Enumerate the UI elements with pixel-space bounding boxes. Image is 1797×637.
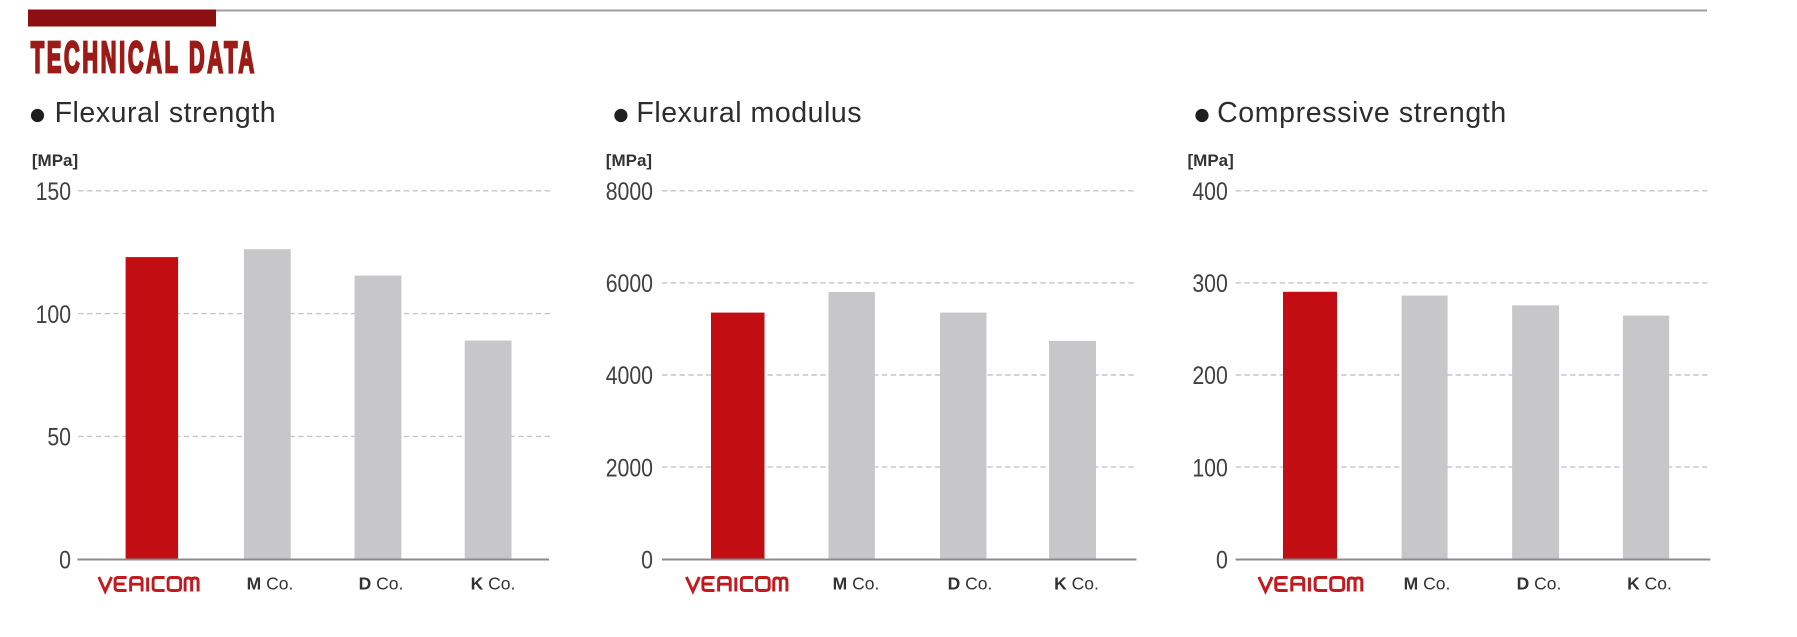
svg-text:D Co.: D Co.: [359, 574, 404, 594]
svg-text:[MPa]: [MPa]: [1188, 151, 1234, 170]
svg-text:D Co.: D Co.: [1517, 574, 1562, 594]
svg-text:D Co.: D Co.: [948, 574, 993, 594]
svg-text:M Co.: M Co.: [833, 574, 880, 594]
svg-text:TECHNICAL DATA: TECHNICAL DATA: [31, 34, 257, 82]
svg-text:M Co.: M Co.: [1404, 574, 1451, 594]
svg-text:0: 0: [59, 546, 71, 574]
svg-text:6000: 6000: [606, 269, 653, 297]
svg-text:150: 150: [36, 177, 71, 205]
svg-text:200: 200: [1192, 362, 1227, 390]
svg-text:Compressive strength: Compressive strength: [1217, 97, 1507, 129]
svg-text:2000: 2000: [606, 454, 653, 482]
svg-text:8000: 8000: [606, 177, 653, 205]
svg-text:K Co.: K Co.: [471, 574, 516, 594]
svg-text:4000: 4000: [606, 362, 653, 390]
svg-text:[MPa]: [MPa]: [606, 151, 652, 170]
svg-text:K Co.: K Co.: [1054, 574, 1099, 594]
svg-text:100: 100: [1192, 454, 1227, 482]
svg-text:50: 50: [47, 423, 71, 451]
svg-text:100: 100: [36, 300, 71, 328]
svg-text:K Co.: K Co.: [1627, 574, 1672, 594]
svg-text:M Co.: M Co.: [247, 574, 294, 594]
svg-text:0: 0: [641, 546, 653, 574]
svg-text:Flexural modulus: Flexural modulus: [636, 97, 862, 129]
svg-text:[MPa]: [MPa]: [32, 151, 78, 170]
svg-text:0: 0: [1216, 546, 1228, 574]
svg-text:300: 300: [1192, 269, 1227, 297]
svg-text:400: 400: [1192, 177, 1227, 205]
svg-text:Flexural strength: Flexural strength: [55, 97, 277, 129]
